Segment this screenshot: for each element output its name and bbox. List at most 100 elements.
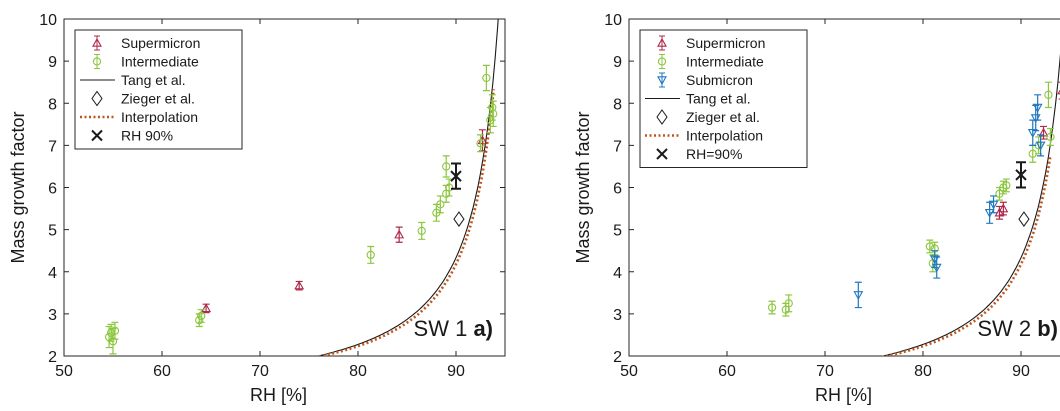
x-tick-label: 60 <box>153 363 171 380</box>
error-bar <box>1002 178 1010 193</box>
y-axis-label: Mass growth factor <box>573 111 593 263</box>
triangle-down-marker <box>853 291 864 301</box>
y-tick-label: 10 <box>39 12 57 29</box>
interpolation-curve <box>881 155 1052 356</box>
triangle-up-marker <box>994 207 1005 217</box>
circle-marker <box>476 139 485 148</box>
x-tick-label: 70 <box>816 363 834 380</box>
y-tick-label: 5 <box>48 223 57 240</box>
y-tick-label: 2 <box>613 349 622 366</box>
legend-label: Supermicron <box>121 35 200 51</box>
legend-entry: Submicron <box>657 72 753 88</box>
circle-marker <box>482 73 491 83</box>
error-bar <box>1044 81 1052 109</box>
legend-errorbar <box>94 54 100 69</box>
circle-marker <box>195 316 204 325</box>
error-bar <box>418 221 426 240</box>
circle-marker <box>436 200 445 209</box>
series-intermediate <box>767 81 1055 317</box>
x-tick-label: 80 <box>349 363 367 380</box>
series-supermicron <box>994 81 1060 220</box>
error-bar <box>931 250 939 269</box>
triangle-down-marker <box>1032 103 1043 113</box>
circle-marker <box>108 337 118 346</box>
triangle-up-marker <box>1038 127 1049 137</box>
y-tick-label: 9 <box>48 54 57 71</box>
circle-marker <box>92 57 102 66</box>
circle-marker <box>1044 90 1053 99</box>
triangle-down-marker <box>988 200 999 210</box>
panel-sw1: 50 60 70 80 90 2 3 4 5 6 7 8 9 10 RH [%] Mass growth fa… <box>8 12 506 405</box>
circle-marker <box>366 250 375 260</box>
triangle-down-marker <box>1035 141 1046 151</box>
legend-label: RH 90% <box>121 128 173 144</box>
circle-marker <box>488 103 497 112</box>
triangle-up-marker <box>394 229 405 239</box>
y-tick-label: 6 <box>48 181 57 198</box>
x-tick-label: 50 <box>620 363 638 380</box>
legend-label: Interpolation <box>121 109 198 125</box>
circle-marker <box>110 326 120 335</box>
error-bar <box>1037 134 1045 157</box>
legend-entry: Supermicron <box>657 35 765 51</box>
legend-label: Zieger et al. <box>121 91 195 107</box>
triangle-down-marker <box>1027 128 1038 138</box>
x-tick-label: 60 <box>718 363 736 380</box>
circle-marker <box>444 183 454 192</box>
diamond-marker <box>1018 211 1030 227</box>
y-tick-label: 2 <box>48 349 57 366</box>
legend-box <box>74 29 243 150</box>
plot-area <box>104 19 499 356</box>
triangle-up-marker <box>657 37 667 47</box>
series-supermicron <box>201 129 488 314</box>
error-bar <box>785 294 793 313</box>
series-intermediate <box>104 64 498 355</box>
triangle-up-marker <box>201 303 212 313</box>
x-axis-label: RH [%] <box>815 385 872 405</box>
triangle-up-marker <box>998 203 1009 213</box>
legend-label: Submicron <box>686 72 753 88</box>
panel-label: SW 2 b) <box>977 316 1058 341</box>
x-tick-label: 90 <box>1012 363 1030 380</box>
legend-label: Tang et al. <box>686 91 751 107</box>
error-bar <box>854 281 862 309</box>
legend-label: RH=90% <box>686 146 742 162</box>
triangle-up-marker <box>92 37 102 47</box>
x-tick-label: 90 <box>447 363 465 380</box>
series-submicron <box>853 94 1046 309</box>
cross-marker <box>1015 169 1027 181</box>
series-zieger-et-al- <box>1018 211 1030 227</box>
panel-label-letter: b) <box>1037 316 1058 341</box>
series-zieger-et-al- <box>453 211 465 227</box>
x-axis-label: RH [%] <box>250 385 307 405</box>
panel-label-name: SW 1 <box>414 316 468 341</box>
legend-entry: Interpolation <box>645 128 763 144</box>
diamond-marker <box>656 109 668 125</box>
y-tick-label: 8 <box>613 96 622 113</box>
x-tick-label: 70 <box>251 363 269 380</box>
circle-marker <box>784 299 793 308</box>
error-bar <box>926 239 934 254</box>
circle-marker <box>197 311 206 321</box>
y-tick-label: 9 <box>613 54 622 71</box>
legend-entry: Zieger et al. <box>656 109 760 125</box>
legend-label: Supermicron <box>686 35 765 51</box>
legend-entry: Zieger et al. <box>91 90 195 107</box>
y-tick-label: 7 <box>48 138 57 155</box>
error-bar <box>1034 94 1042 121</box>
diamond-marker <box>91 90 103 107</box>
series-rh-90- <box>450 162 462 190</box>
y-tick-label: 4 <box>48 265 57 282</box>
panel-label-name: SW 2 <box>977 316 1031 341</box>
y-axis-label: Mass growth factor <box>8 111 28 263</box>
error-bar <box>489 100 497 128</box>
y-tick-label: 3 <box>613 307 622 324</box>
triangle-down-marker <box>657 76 667 86</box>
circle-marker <box>925 242 935 251</box>
circle-marker <box>417 226 426 236</box>
circle-marker <box>1046 132 1055 142</box>
legend-entry: Supermicron <box>92 35 200 51</box>
panel-sw2: 50 60 70 80 90 2 3 4 5 6 7 8 9 10 RH [%] Mass growth fa… <box>573 12 1060 405</box>
legend-label: Zieger et al. <box>686 109 760 125</box>
